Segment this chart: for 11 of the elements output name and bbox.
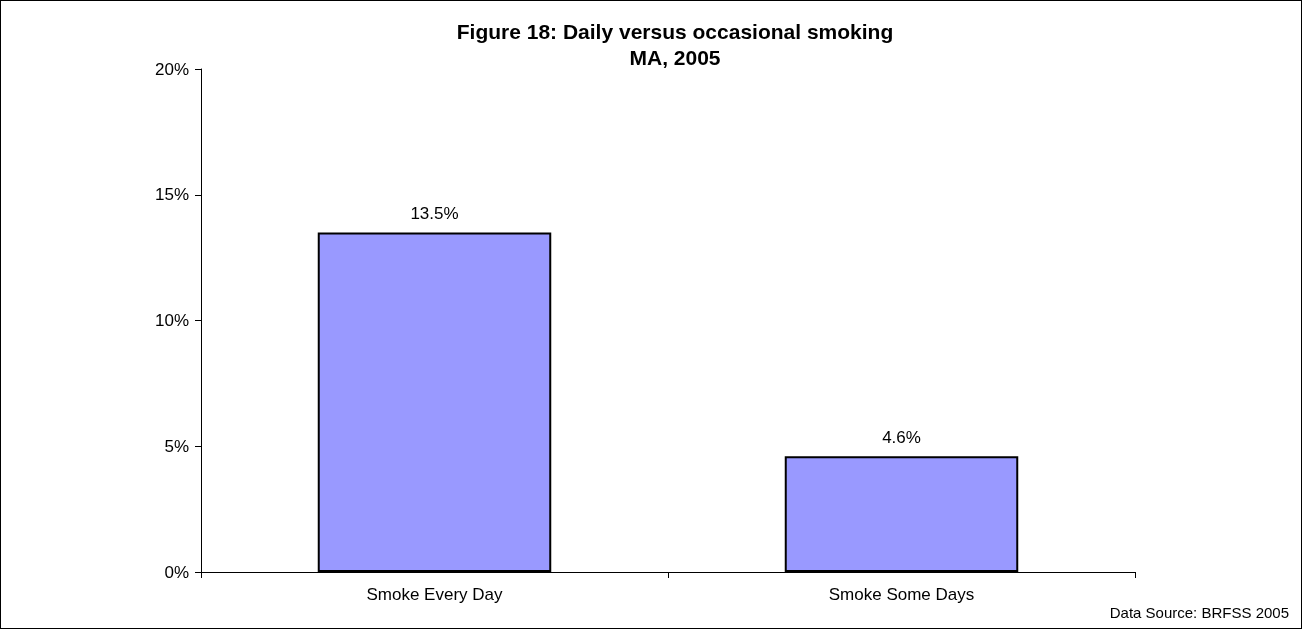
x-tick-label: Smoke Every Day <box>366 585 504 604</box>
y-tick-label: 0% <box>164 562 189 582</box>
y-tick-label: 10% <box>154 311 189 330</box>
data-label: 4.6% <box>882 428 921 448</box>
x-tick-label: Smoke Some Days <box>828 585 975 604</box>
chart-title: Figure 18: Daily versus occasional smoking MA, 2005 <box>456 19 894 69</box>
data-label: 13.5% <box>410 204 459 224</box>
source-note: Data Source: BRFSS 2005 <box>1109 604 1290 621</box>
y-tick-label: 5% <box>164 436 189 456</box>
y-tick-label: 20% <box>154 59 189 79</box>
y-tick-label: 15% <box>154 185 189 205</box>
